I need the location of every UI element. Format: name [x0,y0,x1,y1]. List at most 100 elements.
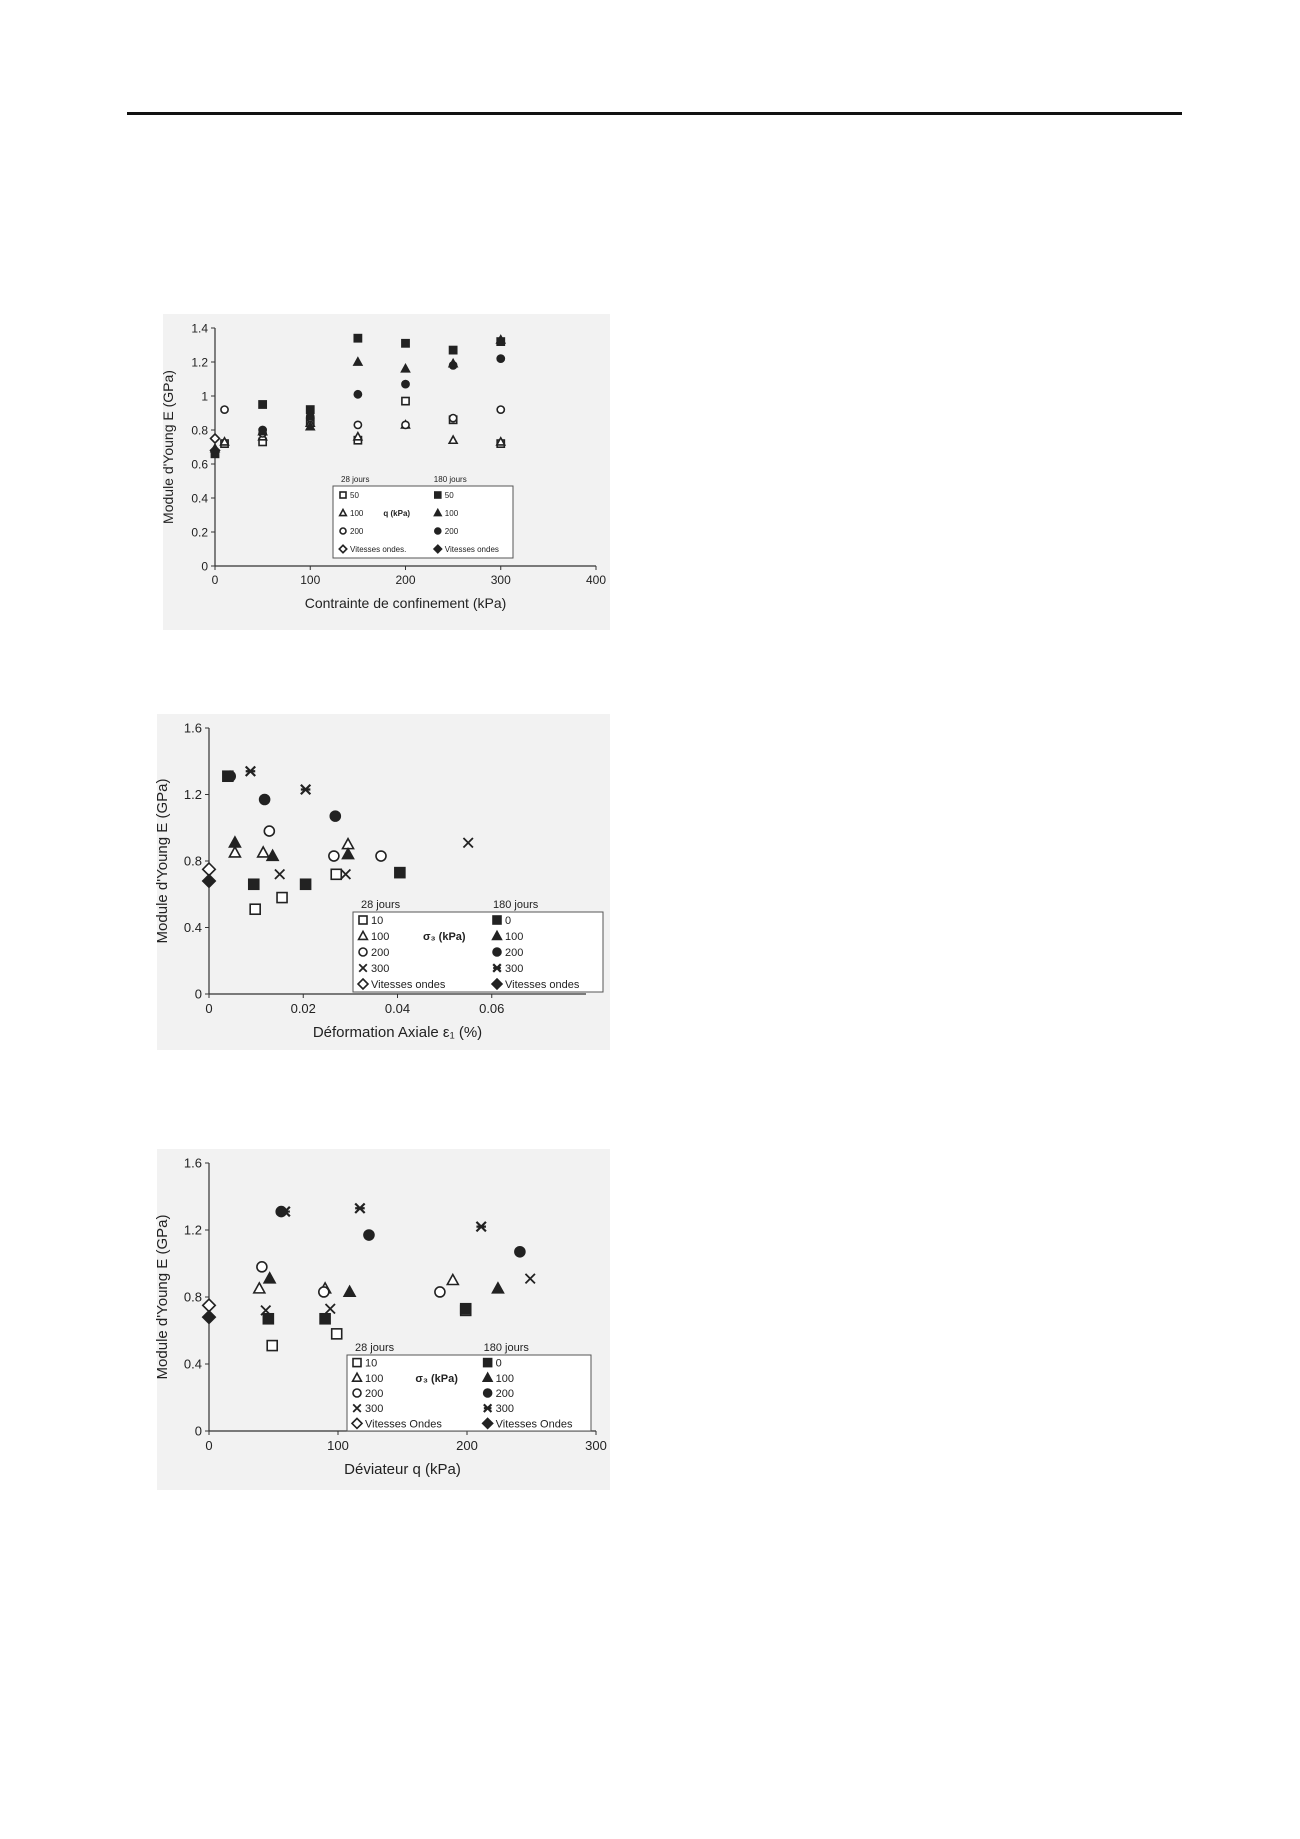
chart3-series-180-jours-0 [262,1302,472,1325]
chart2-background [157,714,610,1050]
chart2-xtick-label: 0.04 [385,1001,410,1016]
chart1-ytick-label: 0 [201,559,208,573]
chart1-xtick-label: 300 [491,573,511,587]
chart3-series-180-jours-0-point [319,1312,331,1325]
chart1-legend-param-label: q (kPa) [383,509,410,518]
chart1-x-axis-label: Contrainte de confinement (kPa) [305,595,507,611]
chart2-legend-group-right: 180 jours [493,899,539,911]
chart1-xtick-label: 100 [300,573,320,587]
chart1-ytick-label: 1.2 [191,355,208,369]
chart1-series-180-jours-vitesses-ondes-point [209,444,221,457]
chart2-series-28-jours-10-point [249,903,261,916]
chart2-series-180-jours-300-point [244,765,256,777]
chart3-legend: 28 jours 180 jours 10 100 200 300 Vitesses Ond… [346,1342,592,1432]
chart2-series-180-jours-100 [228,835,355,862]
chart1-series-180-jours-200-point [448,361,458,370]
chart2-legend-marker [492,947,502,957]
chart2-y-axis-label: Module d'Young E (GPa) [154,779,171,944]
chart2-series-180-jours-200-point [224,770,237,783]
chart3-legend-entry: Vitesses Ondes [365,1418,442,1430]
chart3-series-28-jours-100-point [445,1272,460,1286]
chart3-xtick-label: 100 [327,1438,349,1453]
chart2-series-28-jours-100-point [228,845,242,858]
chart3-legend-marker [352,1357,362,1368]
chart2-series-28-jours-300-point [274,868,286,880]
chart2-legend-marker [492,963,502,973]
chart2-series-28-jours-10 [249,868,343,916]
chart2-x-axis-label: Déformation Axiale ε₁ (%) [313,1024,482,1041]
chart2-data-points [201,765,474,916]
chart1-legend-marker [338,507,348,517]
chart1-series-180-jours-200-point [353,389,363,399]
chart2-legend-marker [358,947,368,957]
chart3-series-180-jours-0-point [459,1302,472,1315]
chart2-series-180-jours-0-point [247,878,260,891]
chart2-series-180-jours-100-point [341,846,355,860]
chart1-legend-marker [433,527,442,535]
chart2-legend-entry: 0 [505,915,511,927]
chart1-ytick-label: 1.4 [191,321,208,335]
chart2-series-28-jours-200-point [375,850,387,862]
chart1-series-28-jours-100-point [447,434,459,445]
chart2-legend-group-left: 28 jours [361,899,401,911]
chart3-series-28-jours-300-point [524,1273,536,1284]
chart3-series-28-jours-10-point [266,1339,279,1352]
chart3-legend-entry: 300 [365,1403,383,1415]
chart1-legend-group-right: 180 jours [434,475,467,484]
chart3-legend-marker [352,1388,362,1398]
chart1-y-axis-label: Module d'Young E (GPa) [160,370,176,524]
chart1-ytick-label: 1 [201,389,208,403]
chart1-series-180-jours-100-point [495,334,507,344]
chart2-series-180-jours-0-point [394,866,406,879]
chart2-series-180-jours-300-point [300,783,312,796]
chart3-series-180-jours-300-point [354,1202,366,1214]
chart1-legend-entry: 100 [350,509,364,518]
chart3-series-180-jours-300 [279,1202,487,1233]
chart-confinement-svg: 0 0.2 0.4 0.6 0.8 1 1.2 1.4 0 100 200 300 400 Contrai… [160,314,610,630]
chart3-legend-param-label: σ₃ (kPa) [415,1373,458,1385]
chart3-series-180-jours-200-point [363,1229,375,1241]
chart1-series-180-jours-50-point [448,345,458,355]
chart3-legend-entry: 100 [365,1373,383,1385]
chart1-ytick-label: 0.4 [191,491,208,505]
chart1-legend-marker [339,527,347,535]
chart3-xtick-label: 200 [456,1438,478,1453]
chart1-legend-group-left: 28 jours [341,475,369,484]
chart1-legend-marker [433,507,443,517]
chart2-legend-marker [358,963,368,973]
chart1-legend-entry: 100 [445,509,459,518]
chart2-series-180-jours-200-point [329,810,342,822]
chart1-background [163,314,610,630]
chart1-series-180-jours-50-point [401,338,410,348]
chart-confinement: 0 0.2 0.4 0.6 0.8 1 1.2 1.4 0 100 200 300 400 Contrai… [140,310,610,630]
chart3-background [157,1149,610,1490]
chart2-series-28-jours-100-point [256,845,271,858]
chart1-series-180-jours-100-point [352,356,364,366]
chart3-series-180-jours-200-point [514,1245,526,1258]
chart2-legend-entry: Vitesses ondes [371,979,446,991]
chart3-data-points [201,1202,536,1352]
chart1-series-180-jours-100-point [304,420,316,431]
chart1-ytick-label: 0.2 [191,525,208,539]
chart1-series-180-jours-200-point [496,354,506,363]
chart3-series-28-jours-300-point [324,1303,336,1315]
chart3-series-180-jours-vitesses-ondes-point [201,1309,217,1325]
chart1-xtick-label: 0 [212,573,219,587]
chart2-series-28-jours-10-point [330,868,343,881]
chart3-ytick-label: 0.4 [184,1357,202,1372]
chart1-xtick-label: 400 [586,573,606,587]
chart1-legend-marker [433,491,442,499]
chart3-legend-marker [351,1371,363,1382]
chart2-ytick-label: 0 [195,987,202,1002]
chart3-ytick-label: 0 [195,1424,202,1439]
chart2-series-28-jours-100 [228,836,355,858]
chart3-xtick-label: 300 [585,1438,607,1453]
chart2-legend-entry: 200 [505,947,523,959]
chart2-xtick-label: 0.02 [291,1001,316,1016]
chart3-ytick-label: 1.2 [184,1223,202,1238]
chart3-legend-entry: 200 [365,1388,383,1400]
chart2-ytick-label: 0.4 [184,920,202,935]
chart2-legend-entry: 10 [371,915,383,927]
chart1-legend-entry: 50 [350,491,359,500]
